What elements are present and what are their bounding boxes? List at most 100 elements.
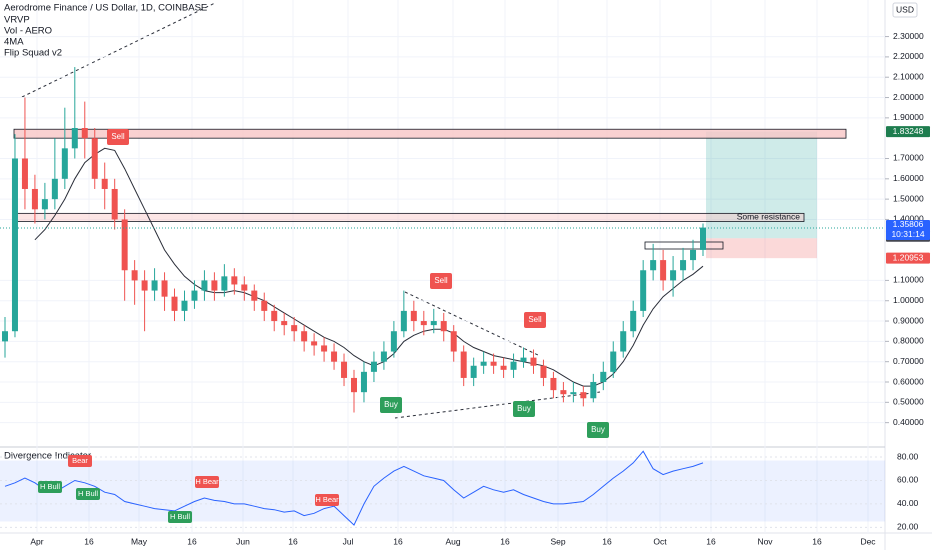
divergence-badge [38,481,62,493]
candle-body [480,361,487,366]
candle-body [610,351,617,372]
y-tick-label: 2.10000 [893,71,924,81]
signal-badge [380,397,402,413]
divergence-badge [76,488,100,500]
currency-box [892,2,918,18]
candle-body [41,199,48,210]
candle-body [660,260,667,281]
indicator-name: Vol - AERO [4,26,52,37]
y-tick-label: 0.50000 [893,397,924,407]
indicator-name: 4MA [4,37,24,48]
x-tick-label: 16 [500,536,510,546]
candle-body [321,345,328,352]
trend-line [404,291,541,357]
x-tick-label: Aug [445,536,460,546]
price-label: 1.83248 [893,126,924,136]
y-tick-label: 20.00 [897,522,919,532]
indicator-name: Flip Squad v2 [4,48,62,59]
candle-body [400,310,407,332]
zone-label: Some resistance [737,212,801,222]
signal-label: Sell [434,276,448,285]
candle-body [430,321,437,326]
candle-body [420,321,427,326]
price-label-box [886,219,930,240]
y-tick-label: 1.10000 [893,275,924,285]
x-tick-label: 16 [84,536,94,546]
candle-body [201,280,208,291]
candle-body [31,188,38,210]
x-tick-label: 16 [393,536,403,546]
price-label-box [886,126,930,138]
candle-body [360,371,367,393]
signal-label: Buy [591,425,605,434]
candle-body [191,290,198,301]
price-label: 1.20953 [893,252,924,262]
y-tick-label: 1.60000 [893,173,924,183]
signal-label: Sell [111,132,125,141]
indicator-name: VRVP [4,15,30,26]
y-tick-label: 2.20000 [893,51,924,61]
candle-body [331,351,338,362]
divergence-label: H Bear [195,477,219,486]
price-label: 1.35806 [893,219,924,229]
trend-line [394,391,601,419]
candle-body [161,280,168,297]
x-tick-label: Sep [550,536,565,546]
candle-body [490,361,497,366]
candle-body [211,280,218,291]
candle-body [151,280,158,291]
stop-zone [706,238,817,259]
x-tick-label: Oct [653,536,667,546]
chart-title: Aerodrome Finance / US Dollar, 1D, COINB… [4,3,207,14]
divergence-badge [315,494,339,506]
candle-body [61,148,68,179]
divergence-label: H Bull [40,482,60,491]
candle-body [530,357,537,366]
y-tick-label: 80.00 [897,451,919,461]
plot: Some resistance Sell Sell Sell Buy Buy Buy [0,0,885,533]
x-tick-label: Dec [860,536,876,546]
oscillator-line [4,450,704,526]
x-tick-label: Nov [757,536,773,546]
signal-badge [430,273,452,289]
y-tick-label: 2.00000 [893,92,924,102]
divergence-badge [195,476,219,488]
candle-body [380,351,387,362]
divergence-label: Bear [72,456,88,465]
divergence-label: H Bear [315,495,339,504]
y-tick-label: 0.40000 [893,417,924,427]
target-zone [706,131,817,239]
x-tick-label: 16 [706,536,716,546]
candle-body [221,276,228,291]
x-tick-label: 16 [288,536,298,546]
x-tick-label: Jun [236,536,250,546]
x-tick-label: 16 [602,536,612,546]
y-tick-label: 1.90000 [893,112,924,122]
y-tick-label: 1.70000 [893,153,924,163]
signal-badge [513,401,535,417]
candle-body [311,341,318,346]
candle-body [600,371,607,383]
candle-body [131,270,138,281]
candle-body [440,321,447,332]
candle-body [670,270,677,281]
y-tick-label: 0.90000 [893,315,924,325]
y-tick-label: 2.30000 [893,31,924,41]
candle-body [510,361,517,370]
y-tick-label: 0.70000 [893,356,924,366]
pane-title: Divergence Indicator [4,451,91,462]
candle-body [630,310,637,332]
candle-body [231,276,238,285]
candle-body [141,280,148,291]
candle-body [500,365,507,370]
candle-body [390,331,397,352]
candle-body [460,351,467,378]
candle-body [700,227,706,250]
zone [13,128,847,139]
x-tick-label: May [131,536,148,546]
candle-body [241,284,248,291]
candle-body [11,158,18,332]
y-tick-label: 1.00000 [893,295,924,305]
range-box [644,241,724,250]
